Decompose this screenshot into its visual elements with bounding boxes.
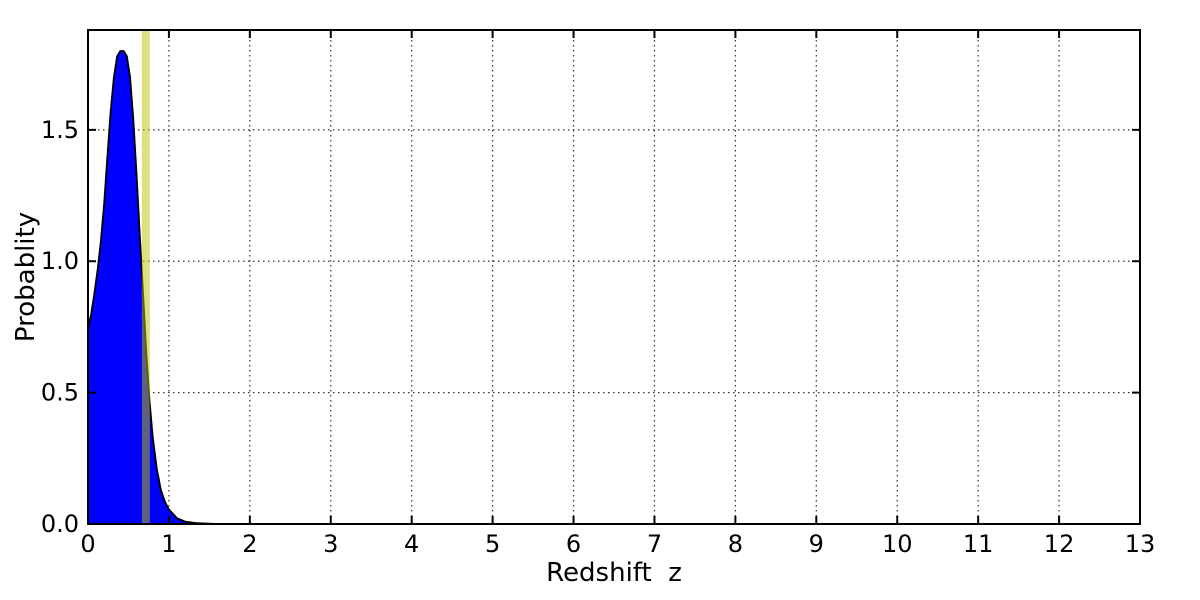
tick-layer (87, 30, 1141, 525)
x-tick-label: 4 (404, 530, 419, 558)
x-tick-label: 8 (728, 530, 743, 558)
x-tick-label: 10 (882, 530, 913, 558)
x-tick-label: 9 (809, 530, 824, 558)
x-tick-label: 7 (647, 530, 662, 558)
x-tick-label: 2 (242, 530, 257, 558)
axes-frame (87, 29, 1141, 525)
x-tick-label: 6 (566, 530, 581, 558)
axes-frame-layer (87, 29, 1141, 525)
x-tick-label: 3 (323, 530, 338, 558)
y-tick-label: 1.0 (41, 247, 79, 275)
x-tick-label: 13 (1125, 530, 1156, 558)
x-tick-label: 0 (80, 530, 95, 558)
x-tick-label: 12 (1044, 530, 1075, 558)
tick-label-layer: 0 1 2 3 4 5 6 7 8 9 10 11 12 130.00.51.01.5 (41, 116, 1155, 558)
y-axis-label: Probablity (11, 212, 41, 342)
y-tick-label: 1.5 (41, 116, 79, 144)
x-tick-label: 11 (963, 530, 994, 558)
grid-layer (88, 30, 1140, 524)
pdf-filled-curve (87, 50, 219, 525)
annotation-layer (141, 30, 150, 524)
redshift-marker-band (141, 30, 150, 524)
x-tick-label: 5 (485, 530, 500, 558)
x-axis-label: Redshift z (546, 558, 682, 588)
y-tick-label: 0.5 (41, 379, 79, 407)
y-tick-label: 0.0 (41, 510, 79, 538)
series-layer (87, 50, 219, 525)
x-tick-label: 1 (161, 530, 176, 558)
